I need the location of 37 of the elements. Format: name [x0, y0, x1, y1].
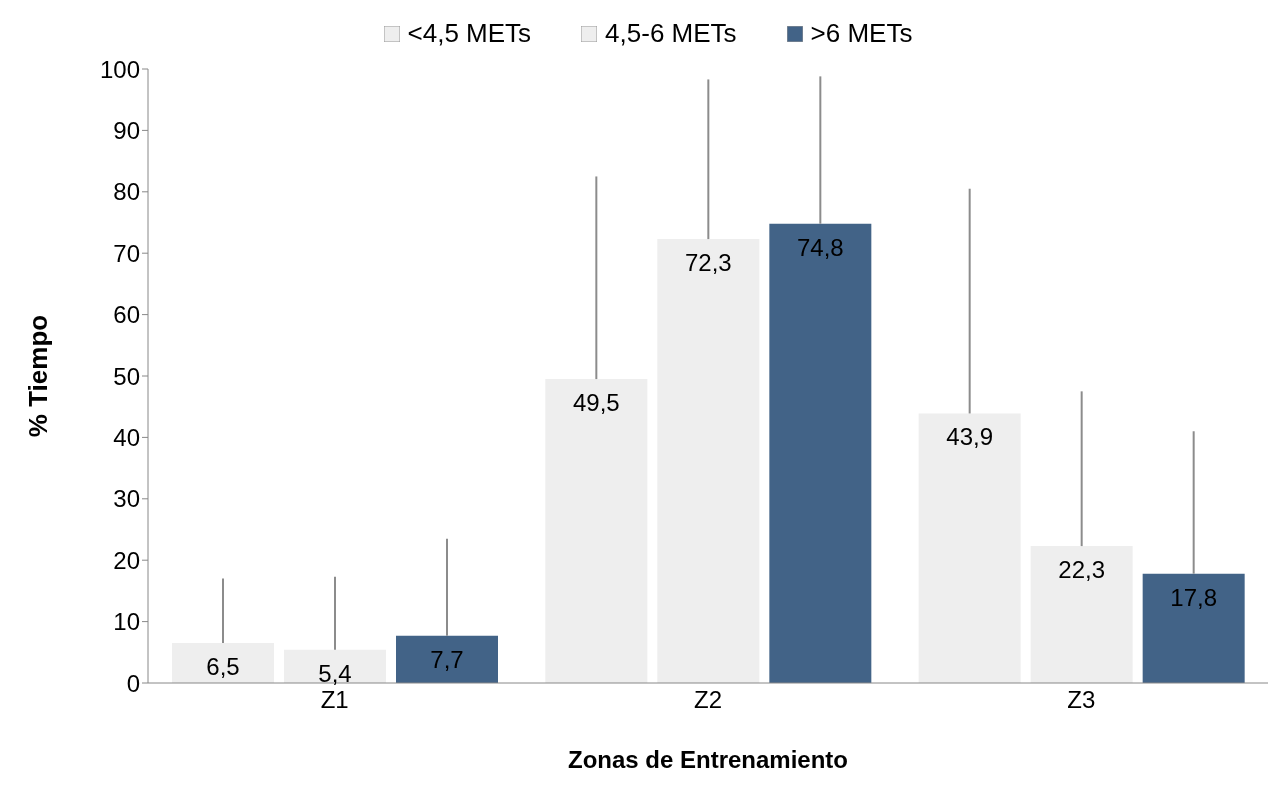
legend-label: 4,5-6 METs: [605, 18, 737, 49]
data-label: 74,8: [796, 233, 844, 261]
data-label: 5,4: [318, 659, 352, 687]
data-label: 6,5: [206, 653, 240, 681]
bar: [1030, 546, 1133, 683]
x-axis-title: Zonas de Entrenamiento: [567, 746, 849, 773]
bar: [657, 239, 760, 683]
y-tick-label: 20: [113, 546, 140, 574]
y-tick-label: 40: [113, 423, 140, 451]
x-tick-label: Z3: [1067, 686, 1096, 714]
legend-label: >6 METs: [810, 18, 913, 49]
y-tick-label: 50: [113, 362, 140, 390]
data-label: 17,8: [1170, 583, 1218, 611]
bar: [545, 379, 648, 683]
x-tick-label: Z1: [320, 686, 349, 714]
y-axis-title: % Tiempo: [23, 314, 54, 438]
bar: [918, 413, 1021, 683]
y-tick-label: 30: [113, 485, 140, 513]
y-tick-label: 60: [113, 301, 140, 329]
data-label: 49,5: [572, 389, 620, 417]
y-tick-label: 80: [113, 178, 140, 206]
bar: [284, 649, 386, 683]
y-tick-label: 70: [113, 239, 140, 267]
data-label: 43,9: [946, 423, 994, 451]
bar: [1142, 573, 1245, 683]
data-label: 22,3: [1058, 556, 1106, 584]
y-tick-label: 10: [113, 608, 140, 636]
data-label: 72,3: [684, 249, 732, 277]
x-tick-label: Z2: [693, 686, 723, 714]
legend-label: <4,5 METs: [407, 18, 532, 49]
bar: [172, 643, 274, 683]
bar: [396, 635, 498, 683]
y-tick-label: 100: [99, 55, 140, 83]
data-label: 7,7: [430, 645, 464, 673]
y-tick-label: 90: [113, 116, 140, 144]
bar: [769, 223, 872, 683]
y-tick-label: 0: [126, 669, 140, 697]
